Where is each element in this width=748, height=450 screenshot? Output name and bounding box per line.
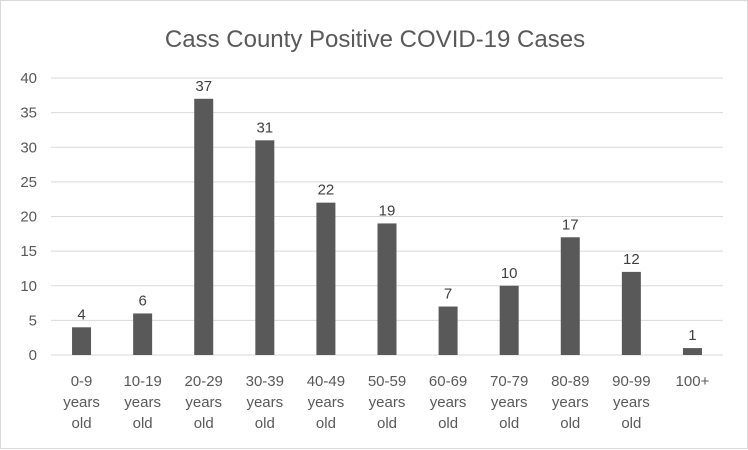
x-category-line: years — [124, 394, 161, 411]
bar — [72, 327, 92, 355]
y-tick-label: 15 — [20, 243, 37, 260]
y-tick-label: 25 — [20, 174, 37, 191]
y-axis-ticks: 0 5 10 15 20 25 30 35 40 — [20, 70, 37, 364]
x-category-line: old — [255, 415, 275, 432]
x-category-line: 20-29 — [185, 373, 223, 390]
x-category-line: old — [194, 415, 214, 432]
x-category-line: 0-9 — [71, 373, 93, 390]
x-category-line: old — [560, 415, 580, 432]
y-tick-label: 0 — [29, 347, 37, 364]
y-tick-label: 5 — [29, 312, 37, 329]
x-category-label: 0-9 years old — [63, 373, 100, 432]
x-category-line: 70-79 — [490, 373, 528, 390]
x-category-line: old — [133, 415, 153, 432]
x-category-line: 50-59 — [368, 373, 406, 390]
x-category-line: old — [438, 415, 458, 432]
bar — [621, 271, 641, 355]
x-category-label: 90-99 years old — [612, 373, 650, 432]
data-label: 10 — [501, 265, 518, 282]
data-label: 6 — [138, 292, 146, 309]
data-label: 4 — [77, 306, 85, 323]
x-category-line: old — [377, 415, 397, 432]
x-category-line: 90-99 — [612, 373, 650, 390]
x-category-line: years — [246, 394, 283, 411]
x-category-line: years — [491, 394, 528, 411]
bar — [316, 202, 336, 355]
x-category-label: 30-39 years old — [246, 373, 284, 432]
x-category-line: years — [185, 394, 222, 411]
x-category-label: 100+ — [676, 373, 710, 390]
x-category-label: 60-69 years old — [429, 373, 467, 432]
bar — [560, 237, 580, 355]
x-axis-categories: 0-9yearsold10-19yearsold20-29yearsold30-… — [63, 373, 709, 432]
data-label: 12 — [623, 251, 640, 268]
bars — [72, 98, 702, 356]
x-category-line: years — [308, 394, 345, 411]
y-tick-label: 20 — [20, 209, 37, 226]
x-category-line: years — [613, 394, 650, 411]
data-labels: 4 6 37 31 22 19 7 10 17 12 1 — [77, 78, 696, 344]
data-label: 7 — [444, 286, 452, 303]
gridlines — [51, 77, 723, 356]
x-category-line: 60-69 — [429, 373, 467, 390]
x-category-line: 30-39 — [246, 373, 284, 390]
x-category-line: 80-89 — [551, 373, 589, 390]
y-tick-label: 10 — [20, 278, 37, 295]
data-label: 19 — [379, 202, 396, 219]
x-category-line: years — [369, 394, 406, 411]
bar — [377, 223, 397, 355]
x-category-line: old — [621, 415, 641, 432]
x-category-label: 70-79 years old — [490, 373, 528, 432]
x-category-line: old — [499, 415, 519, 432]
y-tick-label: 30 — [20, 139, 37, 156]
chart-title: Cass County Positive COVID-19 Cases — [165, 26, 585, 53]
x-category-label: 20-29 years old — [185, 373, 223, 432]
x-category-label: 10-19 years old — [123, 373, 161, 432]
bar — [255, 140, 275, 355]
x-category-line: 100+ — [676, 373, 710, 390]
bar — [682, 348, 702, 355]
x-category-line: years — [63, 394, 100, 411]
x-category-label: 40-49 years old — [307, 373, 345, 432]
x-category-label: 50-59 years old — [368, 373, 406, 432]
data-label: 17 — [562, 216, 579, 233]
data-label: 31 — [256, 119, 273, 136]
bar — [499, 285, 519, 355]
data-label: 1 — [688, 327, 696, 344]
y-tick-label: 40 — [20, 70, 37, 87]
data-label: 37 — [195, 78, 212, 95]
bar — [438, 306, 458, 355]
x-category-line: 10-19 — [123, 373, 161, 390]
x-category-line: old — [316, 415, 336, 432]
x-category-line: years — [430, 394, 467, 411]
x-category-label: 80-89 years old — [551, 373, 589, 432]
bar — [194, 98, 214, 356]
x-category-line: 40-49 — [307, 373, 345, 390]
y-tick-label: 35 — [20, 105, 37, 122]
bar — [133, 313, 153, 355]
x-category-line: years — [552, 394, 589, 411]
data-label: 22 — [318, 182, 335, 199]
x-category-line: old — [72, 415, 92, 432]
